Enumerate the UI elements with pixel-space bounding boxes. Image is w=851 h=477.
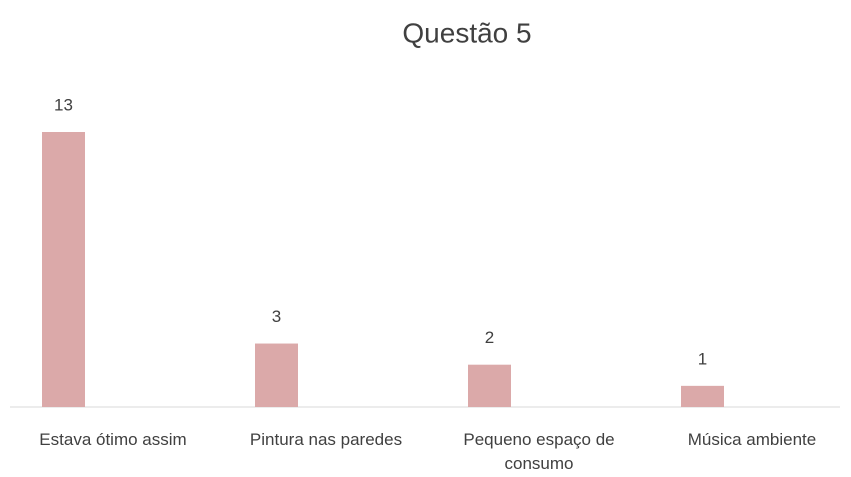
chart-title: Questão 5 (402, 17, 531, 48)
data-label: 1 (698, 349, 707, 368)
x-tick-label: Estava ótimo assim (39, 430, 187, 449)
data-label: 3 (272, 307, 281, 326)
bar (681, 385, 724, 407)
bar (468, 364, 511, 407)
bar (255, 343, 298, 407)
data-label: 2 (485, 328, 494, 347)
bar (42, 132, 85, 407)
x-tick-label: Pequeno espaço de consumo (463, 430, 615, 473)
x-tick-label: Pintura nas paredes (249, 430, 403, 449)
data-label: 13 (54, 95, 73, 114)
x-tick-label: Música ambiente (687, 430, 817, 449)
